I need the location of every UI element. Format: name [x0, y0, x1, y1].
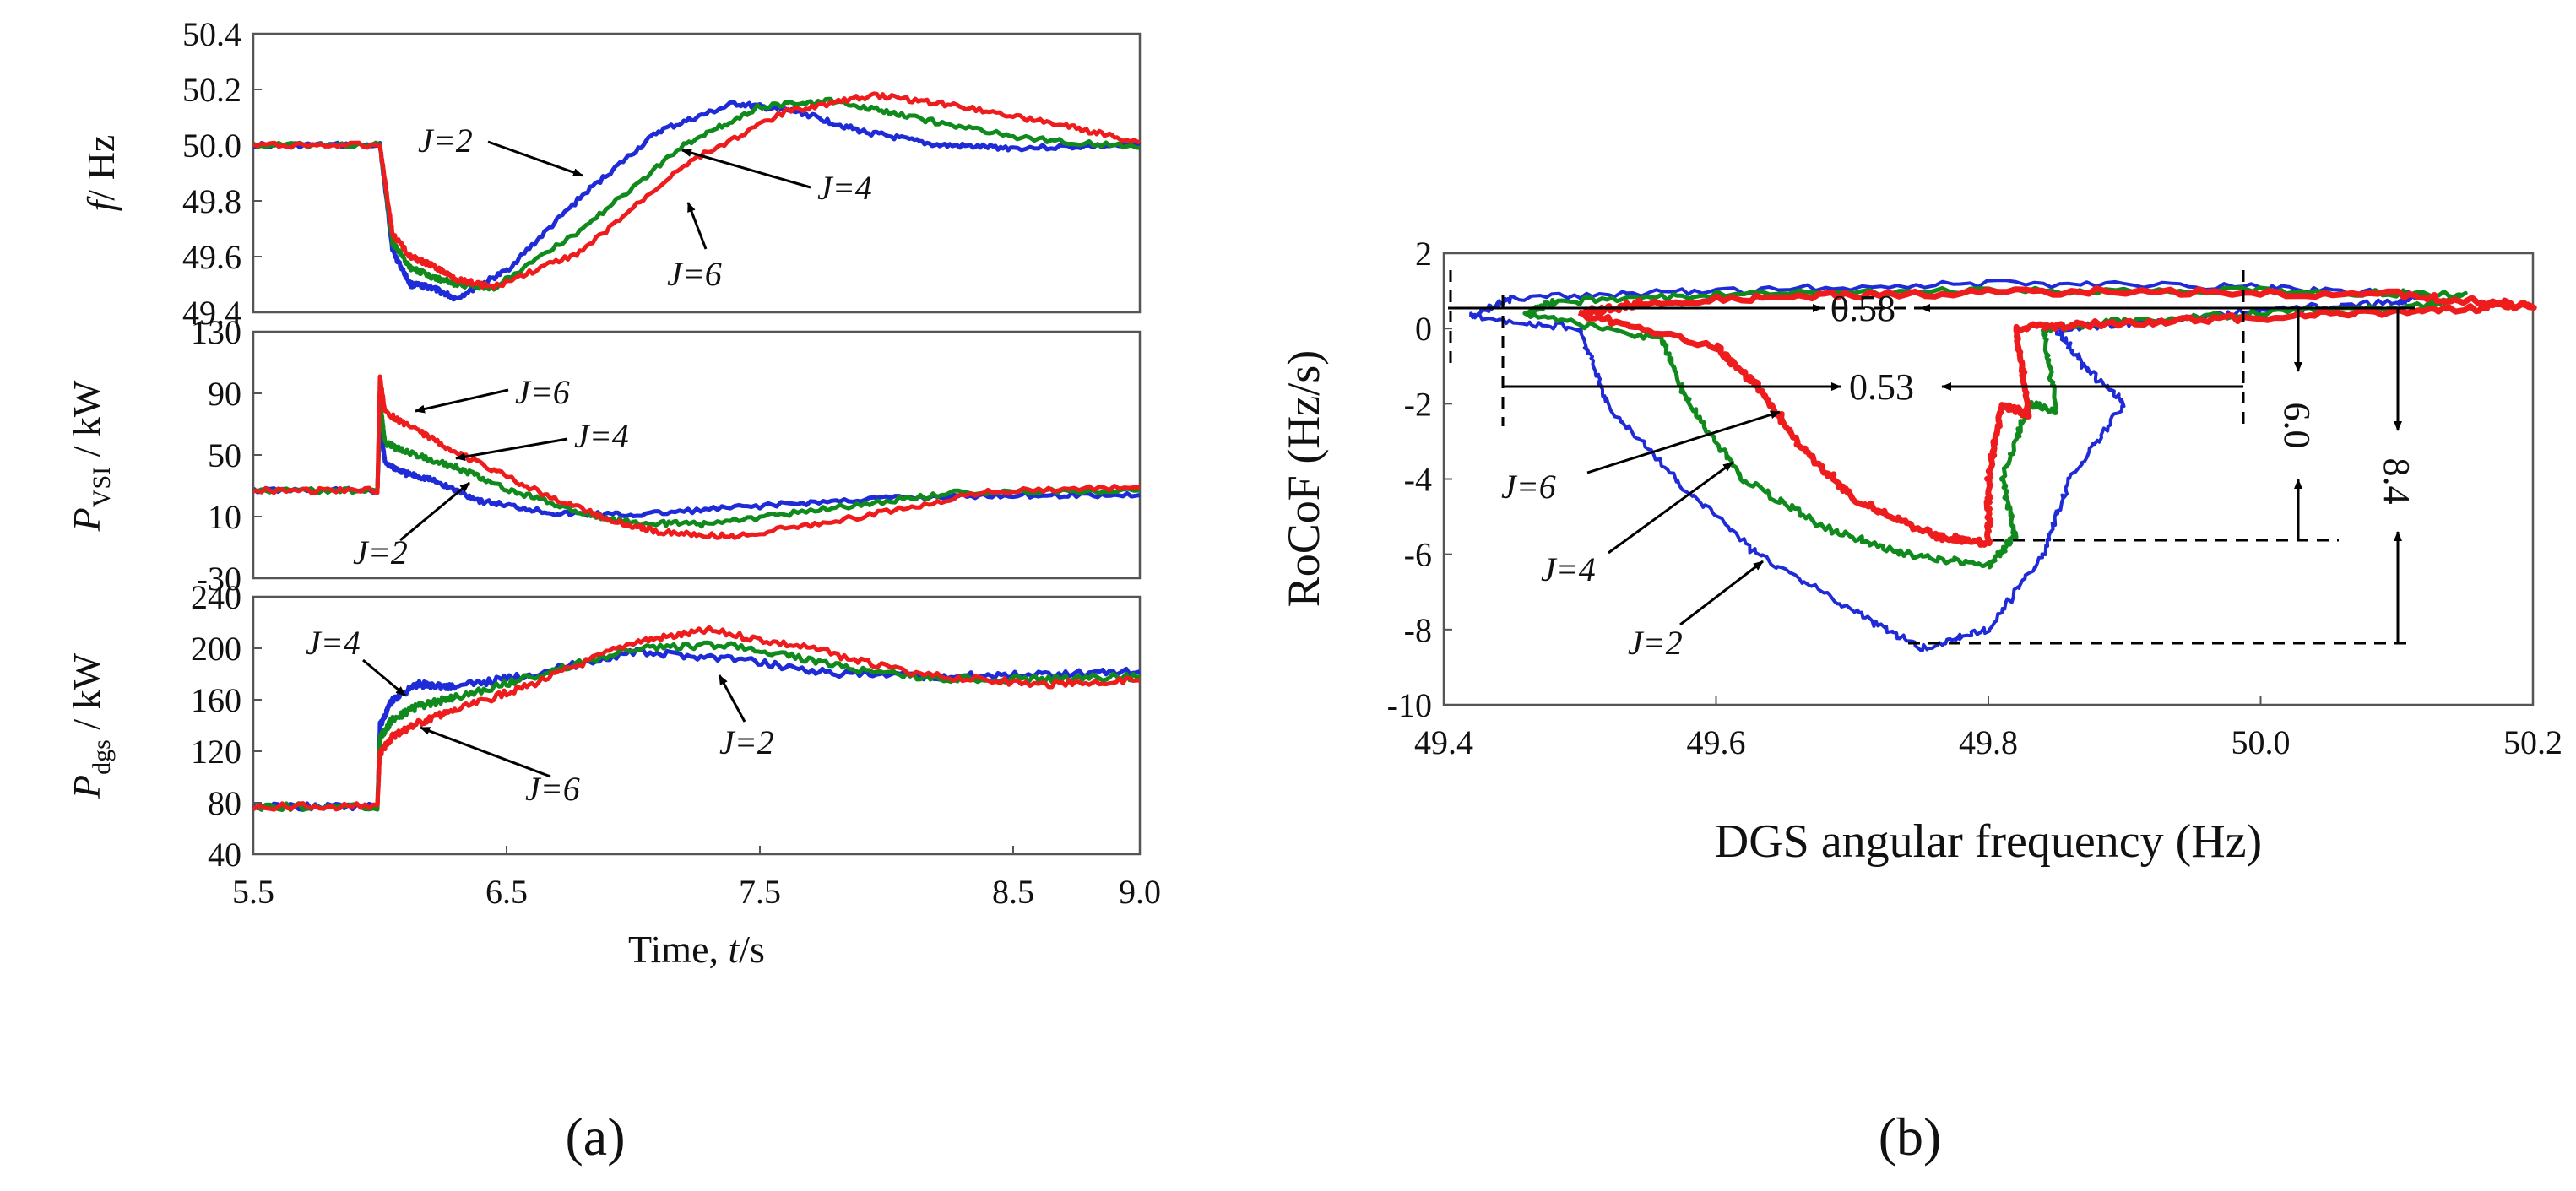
- ytick-label: 49.8: [182, 182, 241, 220]
- panel-a-top-yticks: 50.4 50.2 50.0 49.8 49.6 49.4: [182, 15, 262, 332]
- ytick-label: 90: [208, 375, 241, 413]
- ytick-label: 2: [1415, 235, 1432, 273]
- b-arrow-j4: [1608, 461, 1733, 555]
- series-line-J2: [252, 100, 1142, 302]
- panel-a-bottom-ylabel: Pdgs / kW: [65, 652, 116, 799]
- a2-arrow-j4: [455, 437, 568, 462]
- ytick-label: 50.2: [182, 71, 241, 109]
- xtick-label: 6.5: [485, 873, 528, 911]
- series-line-J2: [252, 417, 1141, 519]
- panel-a-middle-ylabel: PVSI / kW: [65, 380, 116, 532]
- ytick-label: 130: [191, 313, 241, 351]
- xtick-label: 7.5: [739, 873, 781, 911]
- a1-annotation-j4: J=4: [817, 169, 872, 207]
- panel-label-b: (b): [1879, 1107, 1942, 1167]
- ytick-label: -8: [1404, 611, 1432, 649]
- ytick-label: 160: [191, 681, 241, 719]
- ytick-label: 50.4: [182, 15, 241, 53]
- b-annotation-j6: J=6: [1501, 468, 1556, 506]
- panel-a-middle-series: [252, 374, 1141, 540]
- a1-arrow-j6: [686, 202, 708, 250]
- xtick-label: 50.0: [2232, 723, 2291, 761]
- series-line-J6: [1577, 284, 2537, 548]
- xtick-label: 49.6: [1687, 723, 1746, 761]
- b-annotation-053: 0.53: [1849, 366, 1914, 408]
- a2-arrow-j2: [399, 481, 470, 542]
- panel-b-xlabel: DGS angular frequency (Hz): [1715, 815, 2262, 868]
- ytick-label: 49.4: [182, 294, 241, 332]
- xtick-label: 49.8: [1959, 723, 2018, 761]
- ytick-label: -10: [1387, 686, 1432, 724]
- ytick-label: 49.6: [182, 238, 241, 276]
- a3-arrow-j4: [362, 658, 406, 697]
- ytick-label: -30: [197, 560, 241, 598]
- a1-annotation-j2: J=2: [418, 122, 473, 160]
- ytick-label: 50.0: [182, 127, 241, 165]
- ytick-label: 80: [208, 784, 241, 822]
- series-line-J6: [252, 625, 1140, 812]
- panel-a-bottom-yticks: 240 200 160 120 80 40: [191, 578, 262, 874]
- a1-arrow-j4: [681, 149, 811, 189]
- ytick-label: 0: [1415, 310, 1432, 348]
- panel-a-bottom-xlabel: Time, t/s: [628, 928, 765, 971]
- panel-a-top-ylabel: f/ Hz: [79, 135, 122, 212]
- panel-b-ylabel: RoCoF (Hz/s): [1278, 350, 1329, 608]
- ytick-label: 240: [191, 578, 241, 616]
- ytick-label: 50: [208, 436, 241, 474]
- panel-a-middle: 130 90 50 10 -30 PVSI / kW J=6 J=4 J=2: [65, 313, 1142, 598]
- b-annotation-84: 8.4: [2376, 458, 2417, 505]
- xtick-label: 5.5: [232, 873, 274, 911]
- b-arrow-j2: [1679, 560, 1764, 626]
- ytick-label: 120: [191, 733, 241, 771]
- b-annotation-058: 0.58: [1830, 288, 1895, 329]
- ytick-label: 200: [191, 630, 241, 668]
- panel-a-bottom-frame: [252, 595, 1142, 856]
- series-line-J6: [252, 374, 1141, 540]
- b-annotation-60: 6.0: [2276, 403, 2318, 449]
- ytick-label: -2: [1404, 385, 1432, 423]
- a1-annotation-j6: J=6: [667, 255, 722, 293]
- a3-annotation-j6: J=6: [525, 770, 580, 808]
- ytick-label: 10: [208, 498, 241, 536]
- a2-annotation-j2: J=2: [353, 533, 408, 571]
- panel-label-a: (a): [565, 1107, 625, 1167]
- a3-arrow-j2: [718, 674, 746, 723]
- panel-b-series: [1469, 279, 2537, 652]
- panel-a-bottom-xticks: 5.5 6.5 7.5 8.5 9.0: [232, 846, 1161, 911]
- xtick-label: 49.4: [1414, 723, 1473, 761]
- panel-b-yticks: 2 0 -2 -4 -6 -8 -10: [1387, 235, 1452, 724]
- panel-a-top-series: [252, 91, 1142, 302]
- panel-a-middle-yticks: 130 90 50 10 -30: [191, 313, 262, 598]
- xtick-label: 9.0: [1119, 873, 1161, 911]
- a2-arrow-j6: [415, 388, 509, 414]
- series-line-J6: [252, 91, 1141, 290]
- series-line-J4: [252, 96, 1141, 292]
- a1-arrow-j2: [487, 140, 583, 177]
- panel-b-xticks: 49.4 49.6 49.8 50.0 50.2: [1414, 696, 2562, 761]
- ytick-label: -6: [1404, 536, 1432, 574]
- b-annotation-j2: J=2: [1628, 624, 1683, 662]
- panel-b: 2 0 -2 -4 -6 -8 -10 49.4 49.6 49.8 50.0 50.2 RoCoF…: [1278, 235, 2562, 868]
- panel-a-bottom: 240 200 160 120 80 40 5.5 6.5 7.5 8.5 9.0 Pdgs / …: [65, 578, 1161, 971]
- series-line-J4: [252, 640, 1141, 812]
- a3-annotation-j2: J=2: [719, 723, 774, 761]
- ytick-label: 40: [208, 836, 241, 874]
- panel-a-top-frame: [252, 32, 1142, 314]
- a2-annotation-j6: J=6: [515, 373, 570, 411]
- a3-arrow-j6: [420, 726, 551, 778]
- xtick-label: 8.5: [992, 873, 1034, 911]
- ytick-label: -4: [1404, 461, 1432, 499]
- b-annotation-j4: J=4: [1541, 550, 1596, 588]
- panel-a-top: 50.4 50.2 50.0 49.8 49.6 49.4 f/ Hz J=2 J=4 J…: [79, 15, 1142, 332]
- panel-a-bottom-series: [252, 625, 1141, 812]
- a3-annotation-j4: J=4: [306, 624, 361, 662]
- a2-annotation-j4: J=4: [574, 417, 629, 455]
- b-arrow-j6: [1586, 410, 1781, 474]
- xtick-label: 50.2: [2503, 723, 2562, 761]
